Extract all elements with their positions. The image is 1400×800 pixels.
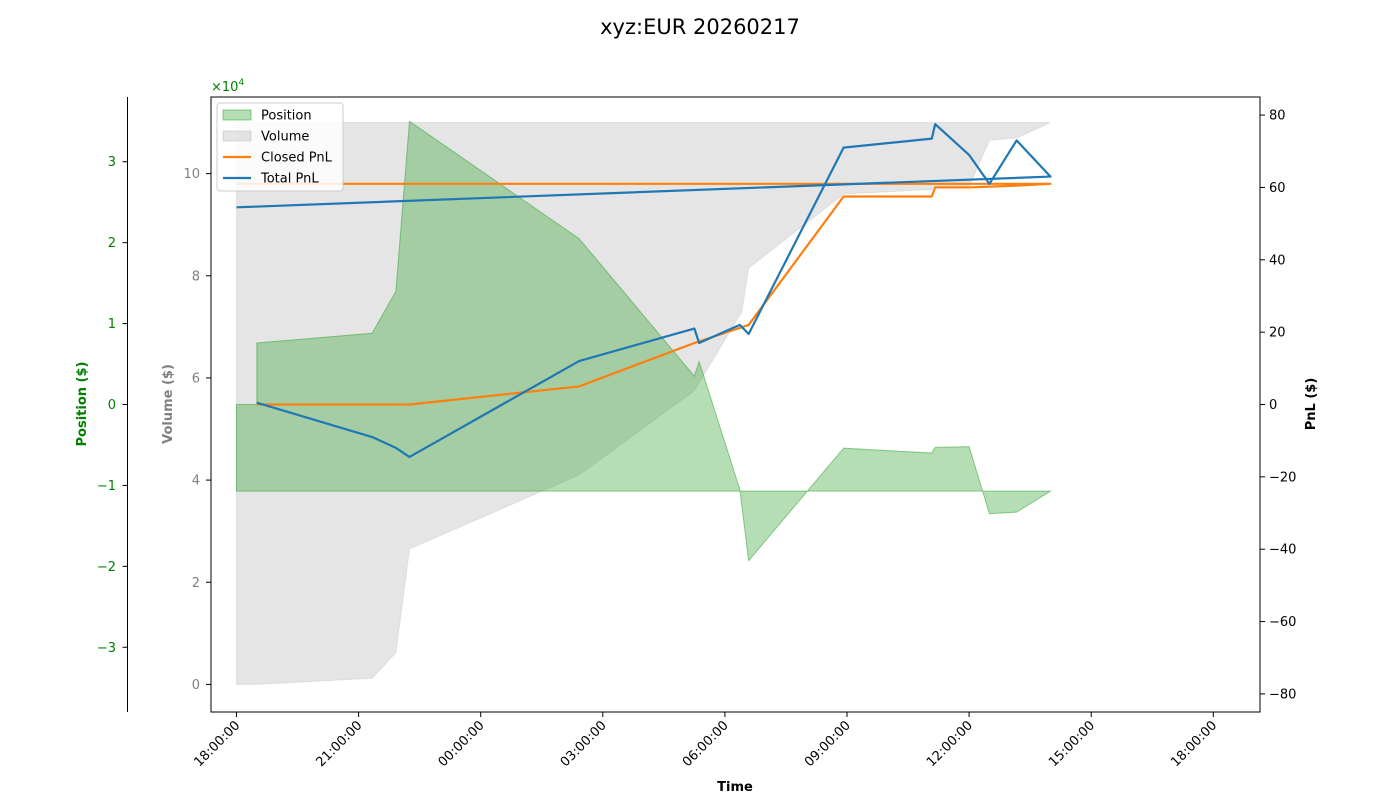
legend-label-total-pnl: Total PnL <box>260 172 319 187</box>
pnl-tick-label: −80 <box>1269 687 1296 702</box>
volume-tick-label: 6 <box>192 371 200 386</box>
volume-tick-label: 0 <box>192 678 200 693</box>
legend-label-position: Position <box>261 109 312 124</box>
position-tick-label: 3 <box>108 155 116 170</box>
position-axis-label: Position ($) <box>75 362 90 447</box>
legend-label-closed-pnl: Closed PnL <box>261 151 333 166</box>
total-pnl-line <box>236 123 1052 459</box>
position-axis-multiplier-exponent: 4 <box>238 78 244 88</box>
plot-areas <box>236 120 1053 685</box>
volume-area <box>236 122 1051 685</box>
legend-box <box>216 102 344 192</box>
position-tick-label: 2 <box>108 236 116 251</box>
pnl-axis-label: PnL ($) <box>1304 378 1319 431</box>
x-axis-label: Time <box>717 780 753 795</box>
position-tick-label: −2 <box>97 560 116 575</box>
legend-label-volume: Volume <box>261 130 309 145</box>
pnl-tick-label: −20 <box>1269 470 1296 485</box>
position-tick-label: 0 <box>108 398 116 413</box>
volume-axis: 0 2 4 6 8 10 <box>183 167 211 693</box>
legend-swatch-position <box>222 109 252 121</box>
volume-tick-label: 10 <box>183 167 200 182</box>
volume-tick-label: 4 <box>192 474 200 489</box>
position-tick-label: 1 <box>108 317 116 332</box>
legend: Position Volume Closed PnL Total PnL <box>216 102 344 192</box>
position-tick-label: −1 <box>97 479 116 494</box>
pnl-tick-label: −40 <box>1269 543 1296 558</box>
plot-lines <box>236 123 1052 459</box>
pnl-axis: −80 −60 −40 −20 0 20 40 60 80 <box>1260 109 1296 702</box>
position-axis-multiplier-base: ×10 <box>211 80 238 95</box>
legend-swatch-volume <box>222 130 252 142</box>
chart-title: xyz:EUR 20260217 <box>600 15 800 39</box>
volume-axis-label: Volume ($) <box>161 364 176 444</box>
position-tick-label: −3 <box>97 641 116 656</box>
position-area <box>236 120 1053 562</box>
pnl-tick-label: 60 <box>1269 181 1286 196</box>
position-axis-multiplier: ×104 <box>211 78 244 95</box>
pnl-tick-label: −60 <box>1269 615 1296 630</box>
volume-tick-label: 8 <box>192 269 200 284</box>
closed-pnl-line <box>236 182 1052 406</box>
position-axis: −3 −2 −1 0 1 2 3 <box>97 155 128 656</box>
volume-tick-label: 2 <box>192 576 200 591</box>
pnl-tick-label: 40 <box>1269 253 1286 268</box>
pnl-tick-label: 80 <box>1269 109 1286 124</box>
pnl-tick-label: 0 <box>1269 398 1277 413</box>
pnl-tick-label: 20 <box>1269 326 1286 341</box>
